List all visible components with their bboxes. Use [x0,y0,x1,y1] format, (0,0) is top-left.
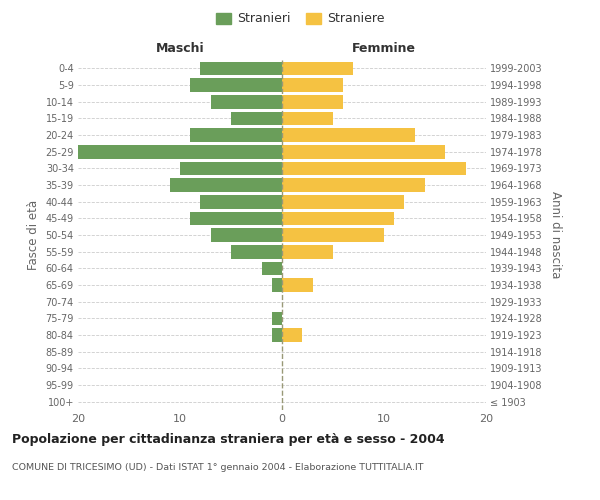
Text: Maschi: Maschi [155,42,205,55]
Bar [282,328,302,342]
Bar [282,195,404,208]
Bar [282,62,353,75]
Bar [190,128,282,142]
Bar [200,62,282,75]
Y-axis label: Anni di nascita: Anni di nascita [550,192,562,278]
Bar [231,245,282,258]
Bar [190,212,282,225]
Bar [211,228,282,242]
Legend: Stranieri, Straniere: Stranieri, Straniere [212,8,388,29]
Bar [282,212,394,225]
Bar [180,162,282,175]
Bar [200,195,282,208]
Text: Femmine: Femmine [352,42,416,55]
Bar [282,112,333,125]
Bar [282,128,415,142]
Bar [282,95,343,108]
Bar [170,178,282,192]
Bar [78,145,282,158]
Bar [282,278,313,292]
Bar [282,228,384,242]
Bar [262,262,282,275]
Bar [282,162,466,175]
Text: COMUNE DI TRICESIMO (UD) - Dati ISTAT 1° gennaio 2004 - Elaborazione TUTTITALIA.: COMUNE DI TRICESIMO (UD) - Dati ISTAT 1°… [12,462,424,471]
Bar [211,95,282,108]
Bar [272,328,282,342]
Bar [282,178,425,192]
Text: Popolazione per cittadinanza straniera per età e sesso - 2004: Popolazione per cittadinanza straniera p… [12,432,445,446]
Bar [282,145,445,158]
Bar [282,245,333,258]
Bar [272,278,282,292]
Bar [282,78,343,92]
Y-axis label: Fasce di età: Fasce di età [27,200,40,270]
Bar [272,312,282,325]
Bar [190,78,282,92]
Bar [231,112,282,125]
